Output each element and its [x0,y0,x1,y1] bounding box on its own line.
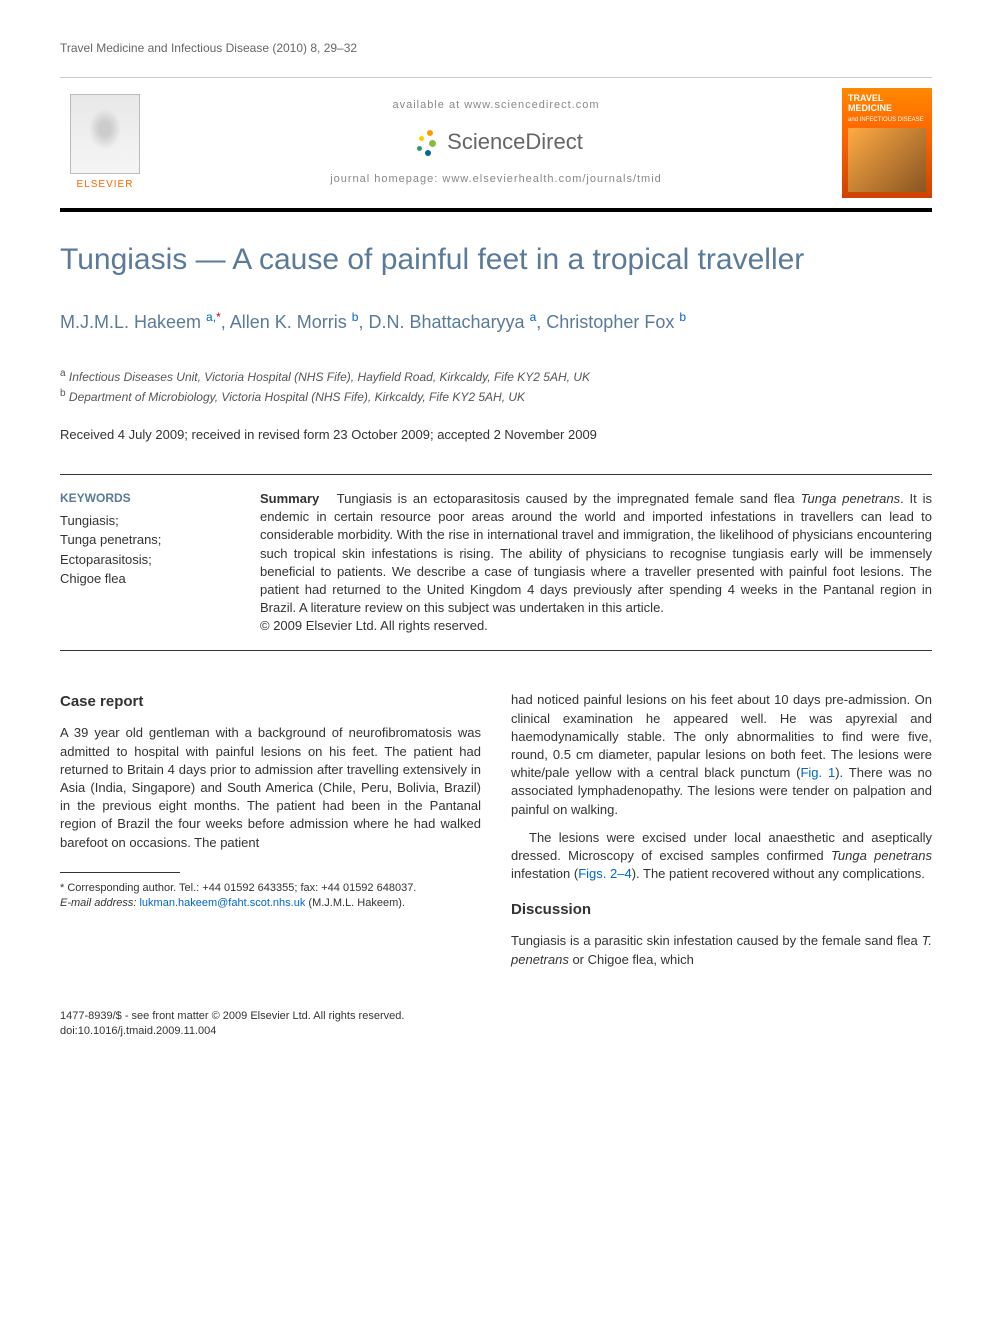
page-footer: 1477-8939/$ - see front matter © 2009 El… [60,1009,932,1040]
col2-p2: The lesions were excised under local ana… [511,829,932,884]
summary-copyright: © 2009 Elsevier Ltd. All rights reserved… [260,618,488,633]
keywords-list: Tungiasis; Tunga penetrans; Ectoparasito… [60,511,230,589]
figs24-link[interactable]: Figs. 2–4 [578,866,631,881]
author-1-corresponding: * [216,310,221,324]
summary-label: Summary [260,491,319,506]
available-url: available at www.sciencedirect.com [170,98,822,113]
author-2-affil: b [352,310,359,324]
sciencedirect-text: ScienceDirect [447,127,583,158]
case-report-p1: A 39 year old gentleman with a backgroun… [60,724,481,851]
elsevier-tree-icon [70,94,140,174]
summary-species: Tunga penetrans [801,491,901,506]
journal-cover-thumbnail: TRAVEL MEDICINE and INFECTIOUS DISEASE [842,88,932,198]
column-left: Case report A 39 year old gentleman with… [60,691,481,978]
col2-p1: had noticed painful lesions on his feet … [511,691,932,818]
author-3: D.N. Bhattacharyya [369,312,525,332]
column-right: had noticed painful lesions on his feet … [511,691,932,978]
author-3-affil: a [530,310,537,324]
keywords-heading: KEYWORDS [60,490,230,507]
journal-citation: Travel Medicine and Infectious Disease (… [60,40,932,57]
author-4: Christopher Fox [546,312,674,332]
email-link[interactable]: lukman.hakeem@faht.scot.nhs.uk [139,897,305,909]
affiliation-a: a Infectious Diseases Unit, Victoria Hos… [60,366,932,386]
author-4-affil: b [679,310,686,324]
discussion-heading: Discussion [511,899,932,920]
email-footnote: E-mail address: lukman.hakeem@faht.scot.… [60,896,481,911]
cover-image [848,128,926,192]
affiliations: a Infectious Diseases Unit, Victoria Hos… [60,366,932,406]
elsevier-logo: ELSEVIER [60,88,150,198]
keywords-box: KEYWORDS Tungiasis; Tunga penetrans; Ect… [60,490,230,636]
summary-text-pre: Tungiasis is an ectoparasitosis caused b… [337,491,801,506]
summary-text-post: . It is endemic in certain resource poor… [260,491,932,615]
abstract-section: KEYWORDS Tungiasis; Tunga penetrans; Ect… [60,474,932,652]
cover-subtitle: and INFECTIOUS DISEASE [848,116,926,124]
doi-line: doi:10.1016/j.tmaid.2009.11.004 [60,1024,932,1039]
author-1: M.J.M.L. Hakeem [60,312,201,332]
summary-box: Summary Tungiasis is an ectoparasitosis … [260,490,932,636]
author-2: Allen K. Morris [230,312,347,332]
email-name: (M.J.M.L. Hakeem). [308,897,405,909]
sciencedirect-logo: ScienceDirect [170,127,822,158]
case-report-heading: Case report [60,691,481,712]
email-label: E-mail address: [60,897,136,909]
author-list: M.J.M.L. Hakeem a,*, Allen K. Morris b, … [60,308,932,336]
article-body: Case report A 39 year old gentleman with… [60,691,932,978]
cover-title: TRAVEL MEDICINE [848,94,926,114]
author-1-affil: a, [206,310,216,324]
footnote-rule [60,872,180,873]
article-dates: Received 4 July 2009; received in revise… [60,426,932,444]
fig1-link[interactable]: Fig. 1 [800,765,835,780]
corresponding-footnote: * Corresponding author. Tel.: +44 01592 … [60,881,481,896]
elsevier-name: ELSEVIER [77,178,134,192]
banner-center: available at www.sciencedirect.com Scien… [150,88,842,198]
sciencedirect-icon [409,128,439,158]
article-title: Tungiasis — A cause of painful feet in a… [60,242,932,278]
issn-line: 1477-8939/$ - see front matter © 2009 El… [60,1009,932,1024]
discussion-p1: Tungiasis is a parasitic skin infestatio… [511,932,932,968]
affiliation-b: b Department of Microbiology, Victoria H… [60,386,932,406]
journal-banner: ELSEVIER available at www.sciencedirect.… [60,77,932,212]
journal-homepage-url: journal homepage: www.elsevierhealth.com… [170,172,822,187]
